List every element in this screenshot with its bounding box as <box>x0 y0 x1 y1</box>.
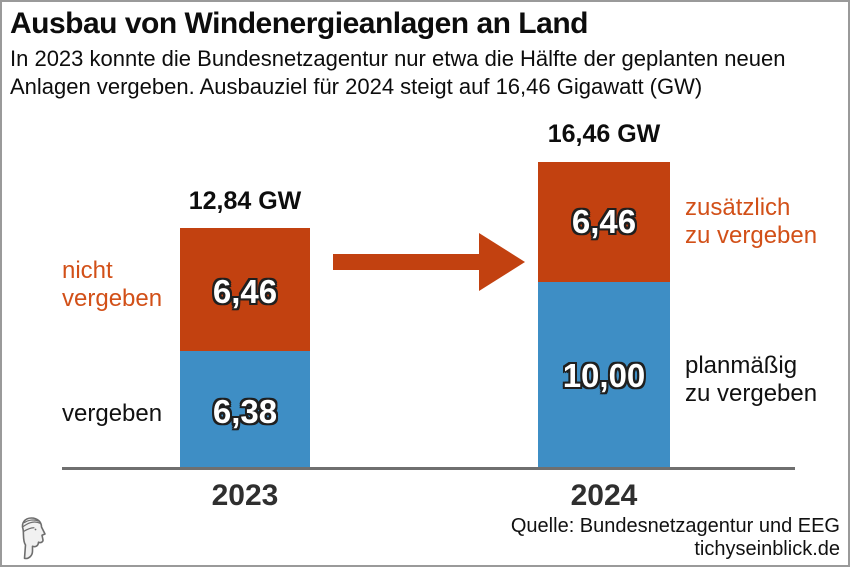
side-label-planned: planmäßig zu vergeben <box>685 352 817 408</box>
site-line: tichyseinblick.de <box>694 538 840 560</box>
x-axis-label-2024: 2024 <box>570 479 638 512</box>
side-label-additional-line-1: zusätzlich <box>685 194 791 221</box>
side-label-not-awarded-line-2: vergeben <box>62 285 163 312</box>
x-axis-label-2023: 2023 <box>211 479 279 512</box>
chart-title: Ausbau von Windenergieanlagen an Land <box>10 7 588 40</box>
publisher-head-logo <box>21 517 46 560</box>
bar-2024-planned-segment <box>538 282 670 468</box>
x-axis-line <box>62 467 795 470</box>
side-label-planned-line-2: zu vergeben <box>685 380 818 407</box>
arrow-head <box>479 233 525 291</box>
chart-subtitle-line-2: Anlagen vergeben. Ausbauziel für 2024 st… <box>10 74 703 99</box>
arrow-shaft <box>333 254 481 270</box>
source-attribution: Quelle: Bundesnetzagentur und EEG tichys… <box>511 515 840 561</box>
side-label-additional: zusätzlich zu vergeben <box>685 194 817 250</box>
side-label-planned-line-1: planmäßig <box>685 352 798 379</box>
value-label-2023-not-awarded: 6,46 <box>212 273 278 310</box>
total-label-2023: 12,84 GW <box>188 187 302 215</box>
side-label-not-awarded-line-1: nicht <box>62 257 113 284</box>
value-label-2023-awarded: 6,38 <box>212 393 278 430</box>
total-label-2024: 16,46 GW <box>547 120 661 148</box>
side-label-awarded: vergeben <box>62 400 163 427</box>
value-label-2024-additional: 6,46 <box>571 203 637 240</box>
arrow-right-icon <box>333 233 525 291</box>
value-label-2024-planned: 10,00 <box>562 357 646 394</box>
chart-subtitle-line-1: In 2023 konnte die Bundesnetzagentur nur… <box>10 46 786 71</box>
bar-2024-additional-segment <box>538 162 670 282</box>
chart-subtitle: In 2023 konnte die Bundesnetzagentur nur… <box>10 45 785 101</box>
source-line: Quelle: Bundesnetzagentur und EEG <box>510 515 840 537</box>
bar-2023-not-awarded-segment <box>180 228 310 351</box>
bar-2023-awarded-segment <box>180 351 310 468</box>
side-label-not-awarded: nicht vergeben <box>62 257 162 313</box>
side-label-additional-line-2: zu vergeben <box>685 222 818 249</box>
